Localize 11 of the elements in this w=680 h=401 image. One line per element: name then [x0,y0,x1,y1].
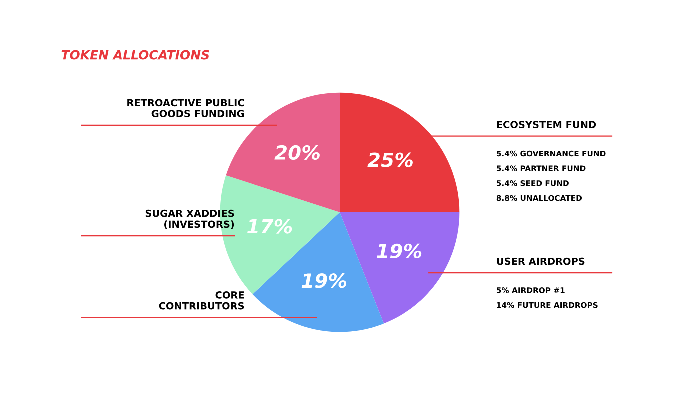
data-label: 19% [376,244,422,259]
data-label: 25% [368,152,413,168]
slice-label: CORE CONTRIBUTORS [159,292,244,310]
data-label: 17% [247,219,292,234]
chart-title: TOKEN ALLOCATIONS [62,50,210,60]
slice-label: RETROACTIVE PUBLIC GOODS FUNDING [128,99,244,118]
slice-label: USER AIRDROPS [497,258,585,266]
slice-label: SUGAR XADDIES (INVESTORS) [146,210,234,230]
data-label: 20% [274,145,320,160]
slice-label: ECOSYSTEM FUND [497,121,596,128]
data-label: 19% [302,274,347,288]
